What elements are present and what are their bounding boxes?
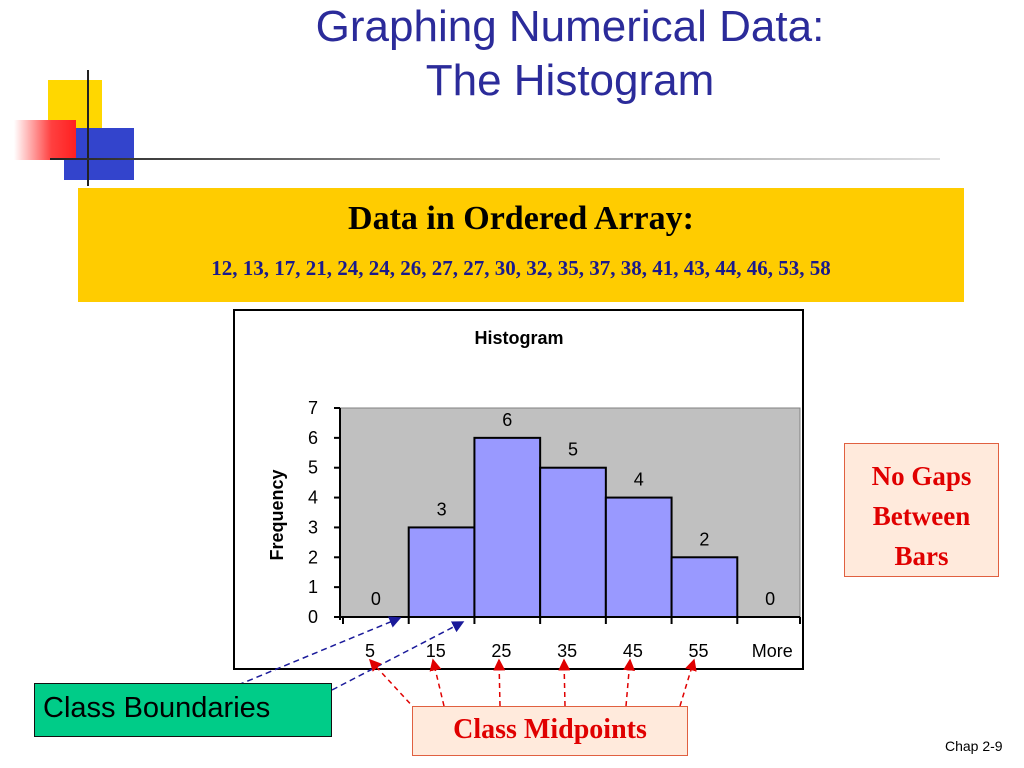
class-midpoint-arrow (679, 658, 697, 707)
histogram-bar (670, 556, 739, 618)
x-tick-label: 5 (365, 641, 375, 661)
y-tick-label: 3 (308, 517, 318, 537)
x-tick-label: 45 (623, 641, 643, 661)
no-gaps-line-3: Bars (894, 541, 949, 571)
class-midpoint-arrow (368, 658, 417, 711)
bar-data-label: 0 (371, 589, 381, 609)
class-boundary-arrow (331, 621, 465, 691)
bar-data-label: 6 (502, 410, 512, 430)
y-tick-label: 2 (308, 547, 318, 567)
y-tick-label: 0 (308, 607, 318, 627)
class-midpoint-arrow (493, 658, 506, 707)
y-tick-label: 1 (308, 577, 318, 597)
slide-title-line1: Graphing Numerical Data: (315, 2, 825, 51)
class-boundary-arrow (237, 616, 402, 686)
page-number: Chap 2-9 (945, 738, 1003, 754)
class-midpoint-arrow (623, 658, 636, 707)
histogram-bar (407, 526, 476, 619)
x-tick-label: 55 (689, 641, 709, 661)
x-tick-label: 25 (491, 641, 511, 661)
ordered-array-box: Data in Ordered Array: 12, 13, 17, 21, 2… (78, 188, 964, 302)
bar-data-label: 2 (699, 529, 709, 549)
title-underline (50, 158, 940, 160)
y-axis-label: Frequency (267, 469, 287, 560)
ordered-array-values: 12, 13, 17, 21, 24, 24, 26, 27, 27, 30, … (211, 256, 831, 280)
no-gaps-line-1: No Gaps (871, 461, 972, 491)
y-tick-label: 7 (308, 398, 318, 418)
histogram-bar (604, 496, 673, 619)
bar-data-label: 3 (437, 499, 447, 519)
slide-title-line2: The Histogram (425, 56, 715, 105)
x-tick-label: More (752, 641, 793, 661)
no-gaps-line-2: Between (872, 501, 971, 531)
decorative-red-square (14, 120, 76, 160)
x-tick-label: 35 (557, 641, 577, 661)
class-midpoint-arrow (429, 658, 445, 707)
class-midpoints-callout: Class Midpoints (412, 706, 688, 756)
bar-data-label: 0 (765, 589, 775, 609)
histogram-bar (473, 436, 542, 618)
ordered-array-title: Data in Ordered Array: (348, 200, 694, 237)
class-midpoint-arrow (558, 658, 571, 707)
x-tick-label: 15 (426, 641, 446, 661)
no-gaps-callout: No Gaps Between Bars (844, 443, 999, 577)
decorative-vertical-line (87, 70, 89, 186)
bar-data-label: 4 (634, 470, 644, 490)
bar-data-label: 5 (568, 440, 578, 460)
class-boundaries-callout: Class Boundaries (34, 683, 332, 737)
chart-title: Histogram (474, 328, 563, 348)
y-tick-label: 6 (308, 428, 318, 448)
callout-arrows (237, 616, 697, 711)
y-tick-label: 4 (308, 488, 318, 508)
histogram-bar (539, 466, 607, 619)
y-tick-label: 5 (308, 458, 318, 478)
slide-title: Graphing Numerical Data: The Histogram (120, 0, 1020, 108)
